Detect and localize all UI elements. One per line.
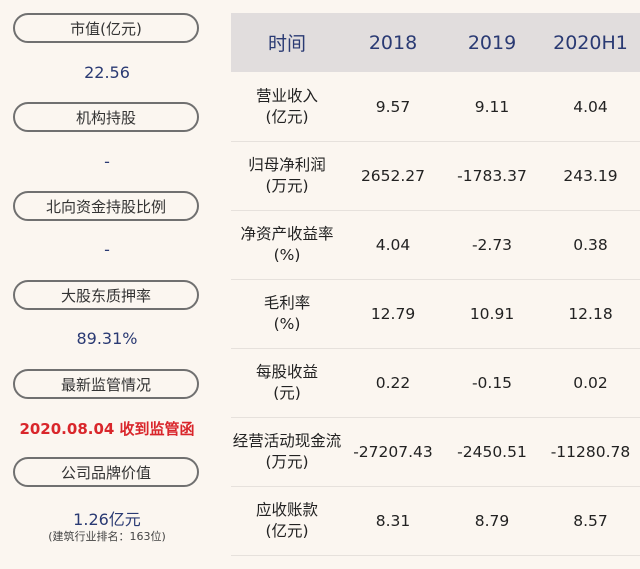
header-2019: 2019 (467, 31, 517, 54)
institutional-holding-label: 机构持股 (13, 102, 199, 132)
institutional-holding-value: - (104, 152, 110, 171)
row-label: 营业收入 (亿元) (255, 86, 318, 126)
left-panel: 市值(亿元) 22.56 机构持股 - 北向资金持股比例 - 大股东质押率 89… (0, 0, 214, 569)
financial-table: 时间 2018 2019 2020H1 营业收入 (亿元) 9.57 9.11 4… (231, 13, 640, 569)
table-cell: 8.79 (474, 511, 510, 530)
market-cap-label: 市值(亿元) (13, 13, 199, 43)
row-label: 净资产收益率 (%) (240, 224, 334, 264)
table-cell: 0.22 (375, 373, 411, 392)
table-cell: 10.91 (469, 304, 515, 323)
regulatory-status-value: 2020.08.04 收到监管函 (19, 420, 195, 438)
row-label: 应收账款 (亿元) (255, 500, 318, 540)
table-row: 净资产收益率 (%) 4.04 -2.73 0.38 (231, 210, 640, 280)
table-cell: 4.04 (573, 97, 608, 116)
market-cap-value: 22.56 (84, 63, 130, 82)
table-row: 经营活动现金流 (万元) -27207.43 -2450.51 -11280.78 (231, 417, 640, 487)
pledge-ratio-label: 大股东质押率 (13, 280, 199, 310)
table-cell: 8.57 (573, 511, 608, 530)
header-time: 时间 (267, 33, 306, 55)
header-2020h1: 2020H1 (553, 31, 628, 54)
table-cell: -1783.37 (457, 166, 527, 185)
table-cell: 4.04 (375, 235, 411, 254)
table-row: 每股收益 (元) 0.22 -0.15 0.02 (231, 348, 640, 418)
table-cell: 8.31 (375, 511, 411, 530)
table-cell: 0.02 (573, 373, 608, 392)
table-cell: 0.38 (573, 235, 608, 254)
row-label: 每股收益 (元) (255, 362, 318, 402)
table-cell: -11280.78 (550, 442, 631, 461)
table-cell: 12.18 (568, 304, 613, 323)
table-row: 毛利率 (%) 12.79 10.91 12.18 (231, 279, 640, 349)
brand-value-value: 1.26亿元 (73, 510, 141, 529)
brand-value-label: 公司品牌价值 (13, 457, 199, 487)
table-cell: -27207.43 (353, 442, 433, 461)
table-cell: 9.57 (375, 97, 411, 116)
table-cell: 2652.27 (360, 166, 426, 185)
regulatory-status-label: 最新监管情况 (13, 369, 199, 399)
table-header: 时间 2018 2019 2020H1 (231, 13, 640, 72)
header-2018: 2018 (368, 31, 418, 54)
table-cell: -2.73 (471, 235, 513, 254)
row-label: 经营活动现金流 (万元) (232, 431, 342, 471)
row-label: 毛利率 (%) (263, 293, 311, 333)
table-row: 营业收入 (亿元) 9.57 9.11 4.04 (231, 72, 640, 142)
table-row: 应收账款 (亿元) 8.31 8.79 8.57 (231, 486, 640, 556)
brand-rank-note: (建筑行业排名：163位) (48, 530, 166, 543)
northbound-ratio-label: 北向资金持股比例 (13, 191, 199, 221)
table-cell: -0.15 (471, 373, 513, 392)
pledge-ratio-value: 89.31% (76, 329, 138, 348)
table-cell: 243.19 (563, 166, 618, 185)
table-row: 归母净利润 (万元) 2652.27 -1783.37 243.19 (231, 141, 640, 211)
row-label: 归母净利润 (万元) (248, 155, 326, 195)
northbound-ratio-value: - (104, 240, 110, 259)
table-cell: 12.79 (370, 304, 416, 323)
table-cell: 9.11 (474, 97, 510, 116)
table-cell: -2450.51 (457, 442, 527, 461)
